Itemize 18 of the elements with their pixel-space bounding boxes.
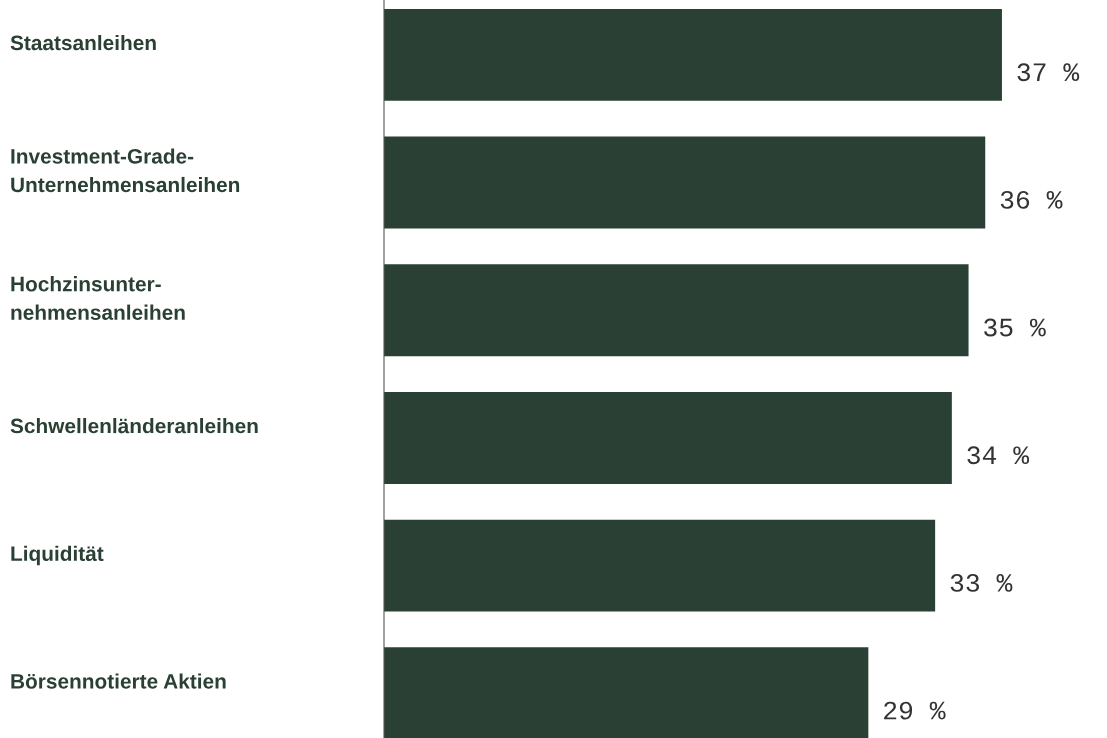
data-label: 35 % bbox=[984, 318, 1046, 337]
bar bbox=[384, 519, 936, 612]
data-label: 34 % bbox=[967, 446, 1030, 465]
y-tick-label: Investment-Grade- Unternehmensanleihen bbox=[11, 148, 240, 193]
y-tick-label: Staatsanleihen bbox=[10, 34, 156, 51]
bar bbox=[384, 391, 952, 484]
data-label: 37 % bbox=[1017, 63, 1080, 82]
data-label: 29 % bbox=[884, 701, 946, 720]
data-label: 33 % bbox=[950, 573, 1013, 592]
bar bbox=[384, 136, 986, 229]
y-tick-label: Börsennotierte Aktien bbox=[11, 673, 226, 689]
y-tick-label: Hochzinsunter- nehmensanleihen bbox=[11, 276, 185, 320]
bar bbox=[384, 647, 869, 738]
data-label: 36 % bbox=[1000, 190, 1063, 209]
bar bbox=[384, 8, 1002, 101]
y-tick-label: Liquidität bbox=[11, 545, 104, 566]
bar bbox=[384, 264, 969, 357]
y-tick-label: Schwellenländeranleihen bbox=[10, 418, 258, 434]
